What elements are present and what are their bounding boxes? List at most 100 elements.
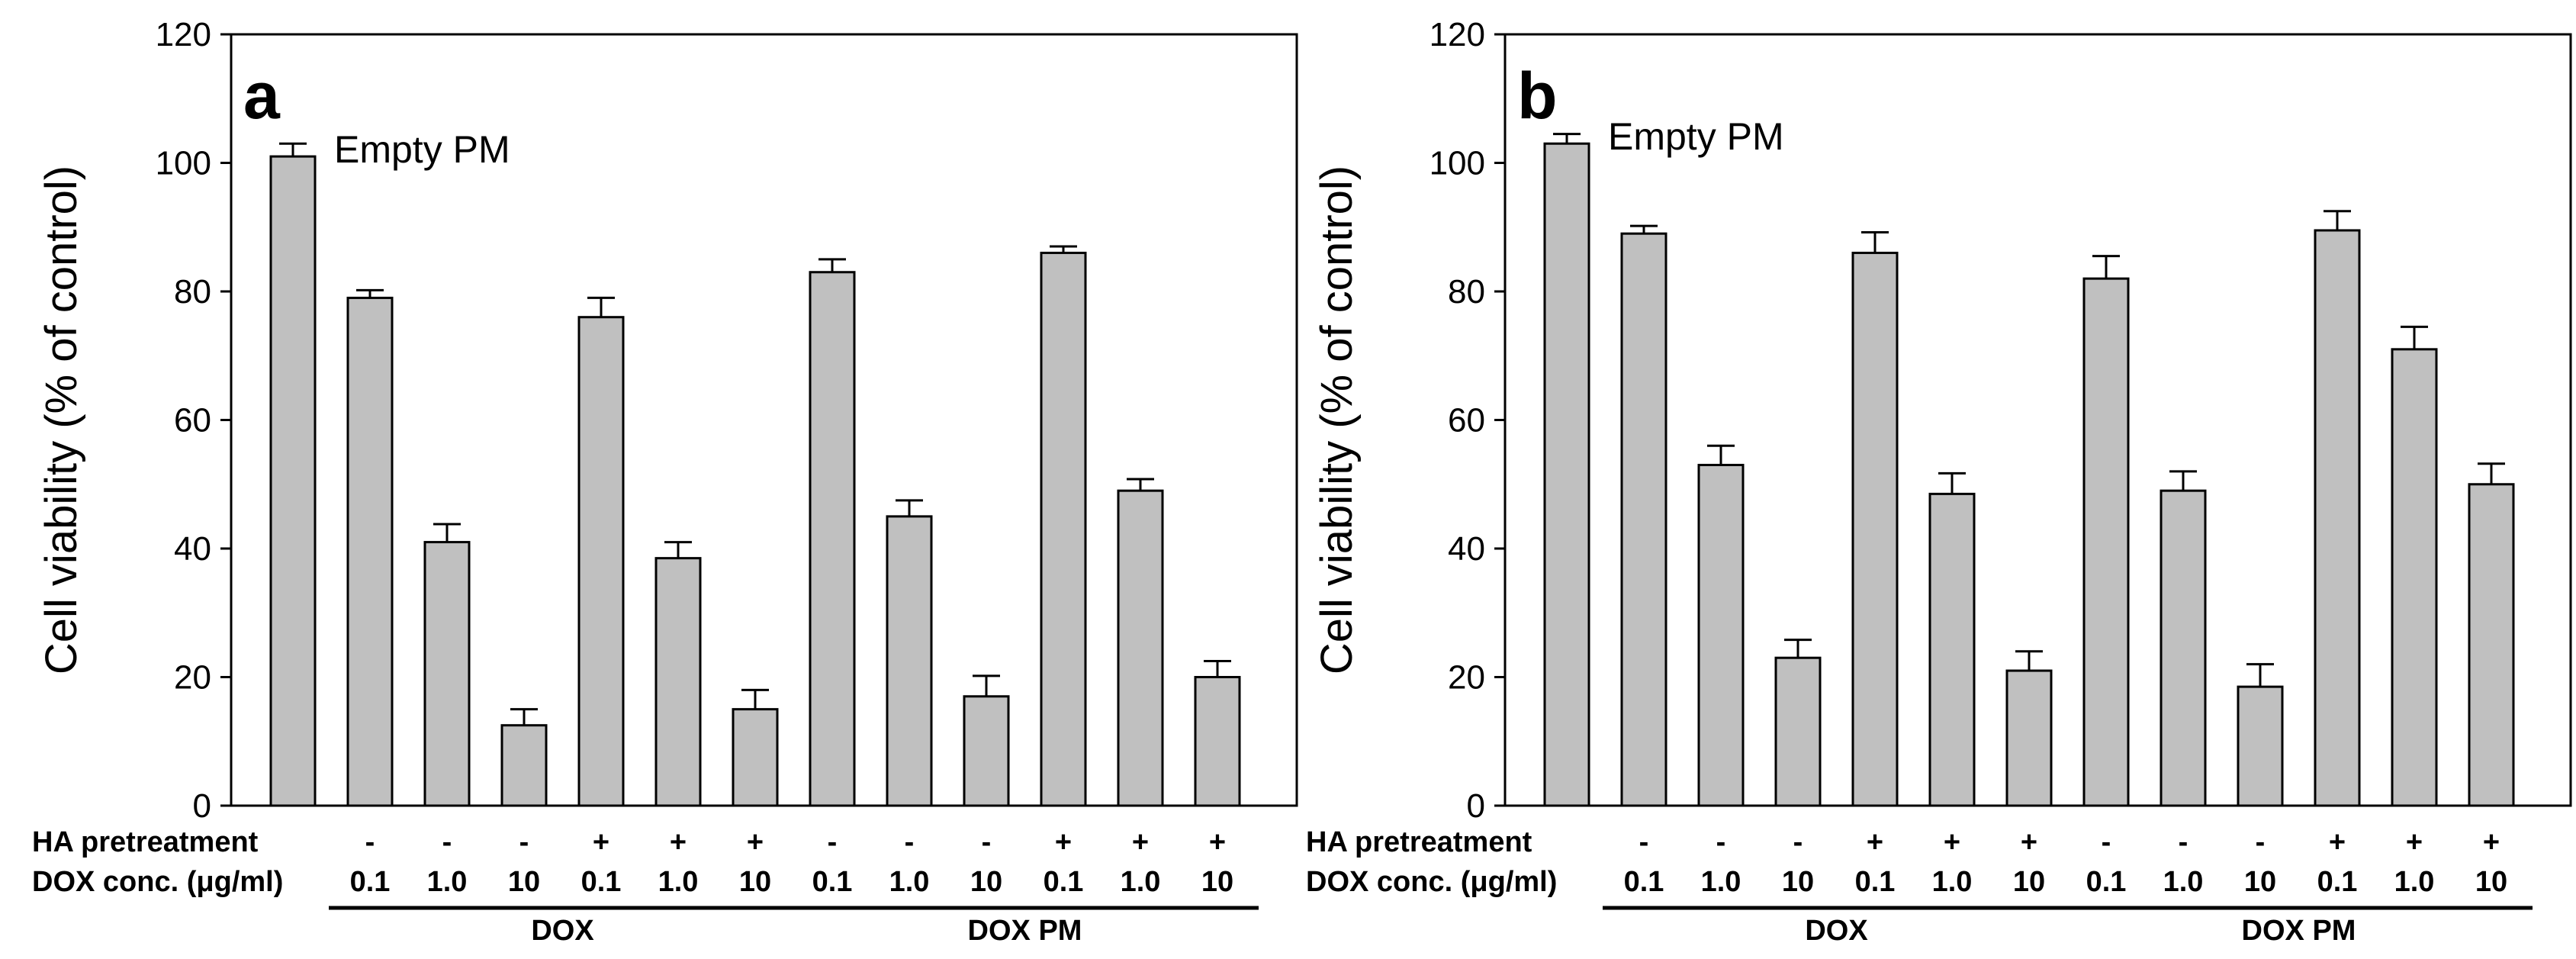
panel-b: 0 20 40 60 80 100 120 Cell viability (% of cont… [1306,16,2572,947]
y-axis-title: Cell viability (% of control) [37,166,86,674]
y-tick-label: 80 [174,273,211,311]
dox-value: 10 [970,866,1002,898]
row-label-dox: DOX conc. (μg/ml) [32,866,283,898]
y-tick-label: 20 [1448,659,1485,697]
dox-value: 1.0 [1701,866,1741,898]
y-tick-label: 40 [174,530,211,568]
bar [1697,463,1745,807]
panel-a: 0 20 40 60 80 100 120 Cell viability (% of cont… [32,16,1298,947]
y-tick-label: 60 [1448,402,1485,439]
y-tick-label: 100 [1430,145,1485,182]
dox-value: 1.0 [427,866,468,898]
bar [1620,232,1667,807]
ha-value: + [2329,826,2346,858]
bar [2160,489,2207,807]
dox-value: 1.0 [889,866,930,898]
group-label: DOX PM [968,915,1082,947]
y-axis-title: Cell viability (% of control) [1312,166,1362,674]
ha-value: + [1132,826,1149,858]
dox-value: 1.0 [1121,866,1161,898]
dox-value: 0.1 [1044,866,1084,898]
dox-value: 1.0 [2394,866,2435,898]
ha-value: - [2102,826,2111,858]
bar [1117,489,1164,807]
y-tick-label: 40 [1448,530,1485,568]
dox-value: 1.0 [2163,866,2204,898]
dox-value: 0.1 [2317,866,2358,898]
y-tick-label: 0 [1467,787,1485,825]
bar [1774,656,1822,807]
ha-value: + [1209,826,1226,858]
ha-value: - [2179,826,2188,858]
ha-value: - [519,826,529,858]
dox-value: 0.1 [581,866,622,898]
ha-value: - [828,826,838,858]
bar [1851,251,1899,807]
bar [1928,492,1976,807]
dox-value: 0.1 [1855,866,1896,898]
ha-value: + [670,826,687,858]
y-tick-label: 60 [174,402,211,439]
dox-value: 10 [739,866,771,898]
dox-value: 10 [2013,866,2045,898]
ha-value: - [2256,826,2266,858]
bar [500,724,548,807]
dox-value: 0.1 [2086,866,2127,898]
dox-value: 10 [2244,866,2276,898]
group-label: DOX [1805,915,1868,947]
dox-value: 0.1 [812,866,853,898]
dox-value: 10 [1782,866,1814,898]
bar [577,316,625,807]
ha-value: + [1055,826,1072,858]
ha-value: + [2483,826,2500,858]
ha-value: + [593,826,609,858]
bar [963,695,1010,807]
group-label: DOX PM [2242,915,2356,947]
bar [269,155,317,807]
annotation-empty-pm: Empty PM [1608,115,1784,158]
ha-value: - [442,826,452,858]
y-tick-label: 120 [1430,16,1485,53]
y-tick-label: 100 [156,145,211,182]
annotation-empty-pm: Empty PM [334,128,510,171]
dox-value: 0.1 [350,866,391,898]
dox-value: 1.0 [1932,866,1973,898]
panel-letter: a [243,60,281,133]
bar [654,557,702,807]
ha-value: - [1716,826,1726,858]
bar [1543,142,1590,807]
row-label-ha: HA pretreatment [1306,826,1532,858]
y-tick-label: 20 [174,659,211,697]
bar [2468,483,2515,807]
ha-value: + [2406,826,2423,858]
bar [809,271,856,807]
bar [1194,676,1241,807]
ha-value: + [747,826,764,858]
dox-value: 10 [1201,866,1233,898]
bar [1040,251,1087,807]
bar [2391,348,2438,807]
bar [886,515,933,807]
bar [423,541,471,807]
ha-value: - [905,826,915,858]
y-tick-label: 120 [156,16,211,53]
panel-letter: b [1517,60,1558,133]
dox-value: 10 [2475,866,2507,898]
ha-value: - [1639,826,1649,858]
y-tick-label: 80 [1448,273,1485,311]
bar [2237,685,2284,807]
y-tick-label: 0 [193,787,211,825]
bar [2082,277,2130,807]
ha-value: - [365,826,375,858]
ha-value: + [2021,826,2037,858]
bar [2314,229,2361,807]
bar [346,296,394,807]
dox-value: 1.0 [658,866,699,898]
ha-value: + [1867,826,1883,858]
group-label: DOX [531,915,594,947]
dox-value: 0.1 [1624,866,1664,898]
bar [2005,669,2053,807]
ha-value: - [982,826,992,858]
bar [732,708,779,807]
